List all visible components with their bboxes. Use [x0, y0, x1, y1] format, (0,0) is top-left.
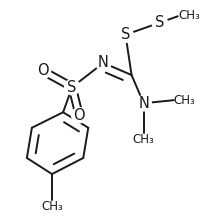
Text: CH₃: CH₃ — [179, 9, 200, 23]
Text: N: N — [98, 55, 109, 71]
Circle shape — [35, 63, 51, 79]
Circle shape — [71, 108, 87, 123]
Circle shape — [118, 27, 133, 42]
Text: S: S — [68, 79, 77, 95]
Circle shape — [152, 15, 167, 30]
Text: CH₃: CH₃ — [41, 200, 63, 213]
Text: O: O — [73, 108, 85, 123]
Text: N: N — [138, 96, 149, 111]
Circle shape — [64, 79, 80, 95]
Text: S: S — [121, 27, 130, 42]
Text: S: S — [155, 15, 164, 30]
Text: O: O — [37, 64, 49, 78]
Text: CH₃: CH₃ — [174, 94, 195, 107]
Circle shape — [96, 55, 111, 71]
Circle shape — [136, 95, 151, 111]
Text: CH₃: CH₃ — [133, 133, 154, 146]
